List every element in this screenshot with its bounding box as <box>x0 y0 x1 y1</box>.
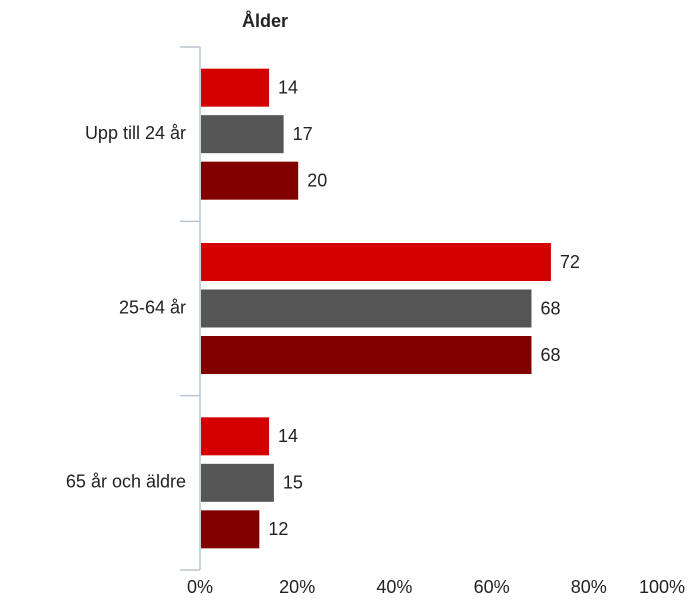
x-tick-label: 60% <box>474 577 510 597</box>
bar <box>201 243 551 281</box>
y-tick-label: 65 år och äldre <box>66 472 186 492</box>
data-label: 68 <box>540 298 560 318</box>
data-label: 17 <box>293 124 313 144</box>
y-tick-label: Upp till 24 år <box>85 123 186 143</box>
bar <box>201 115 284 154</box>
data-label: 72 <box>560 252 580 272</box>
x-tick-label: 80% <box>571 577 607 597</box>
data-label: 14 <box>278 77 298 97</box>
bar <box>201 336 532 374</box>
x-tick-label: 100% <box>639 577 685 597</box>
chart-title: Ålder <box>242 11 288 31</box>
bar <box>201 289 532 328</box>
bar <box>201 463 274 502</box>
bar <box>201 417 270 456</box>
x-tick-label: 20% <box>279 577 315 597</box>
x-tick-label: 0% <box>187 577 213 597</box>
data-label: 15 <box>283 473 303 493</box>
data-label: 14 <box>278 426 298 446</box>
x-tick-label: 40% <box>376 577 412 597</box>
data-label: 68 <box>540 345 560 365</box>
bar <box>201 510 260 549</box>
bar <box>201 161 299 200</box>
data-label: 12 <box>268 519 288 539</box>
y-tick-label: 25-64 år <box>119 297 186 317</box>
bar <box>201 68 270 107</box>
data-label: 20 <box>307 170 327 190</box>
